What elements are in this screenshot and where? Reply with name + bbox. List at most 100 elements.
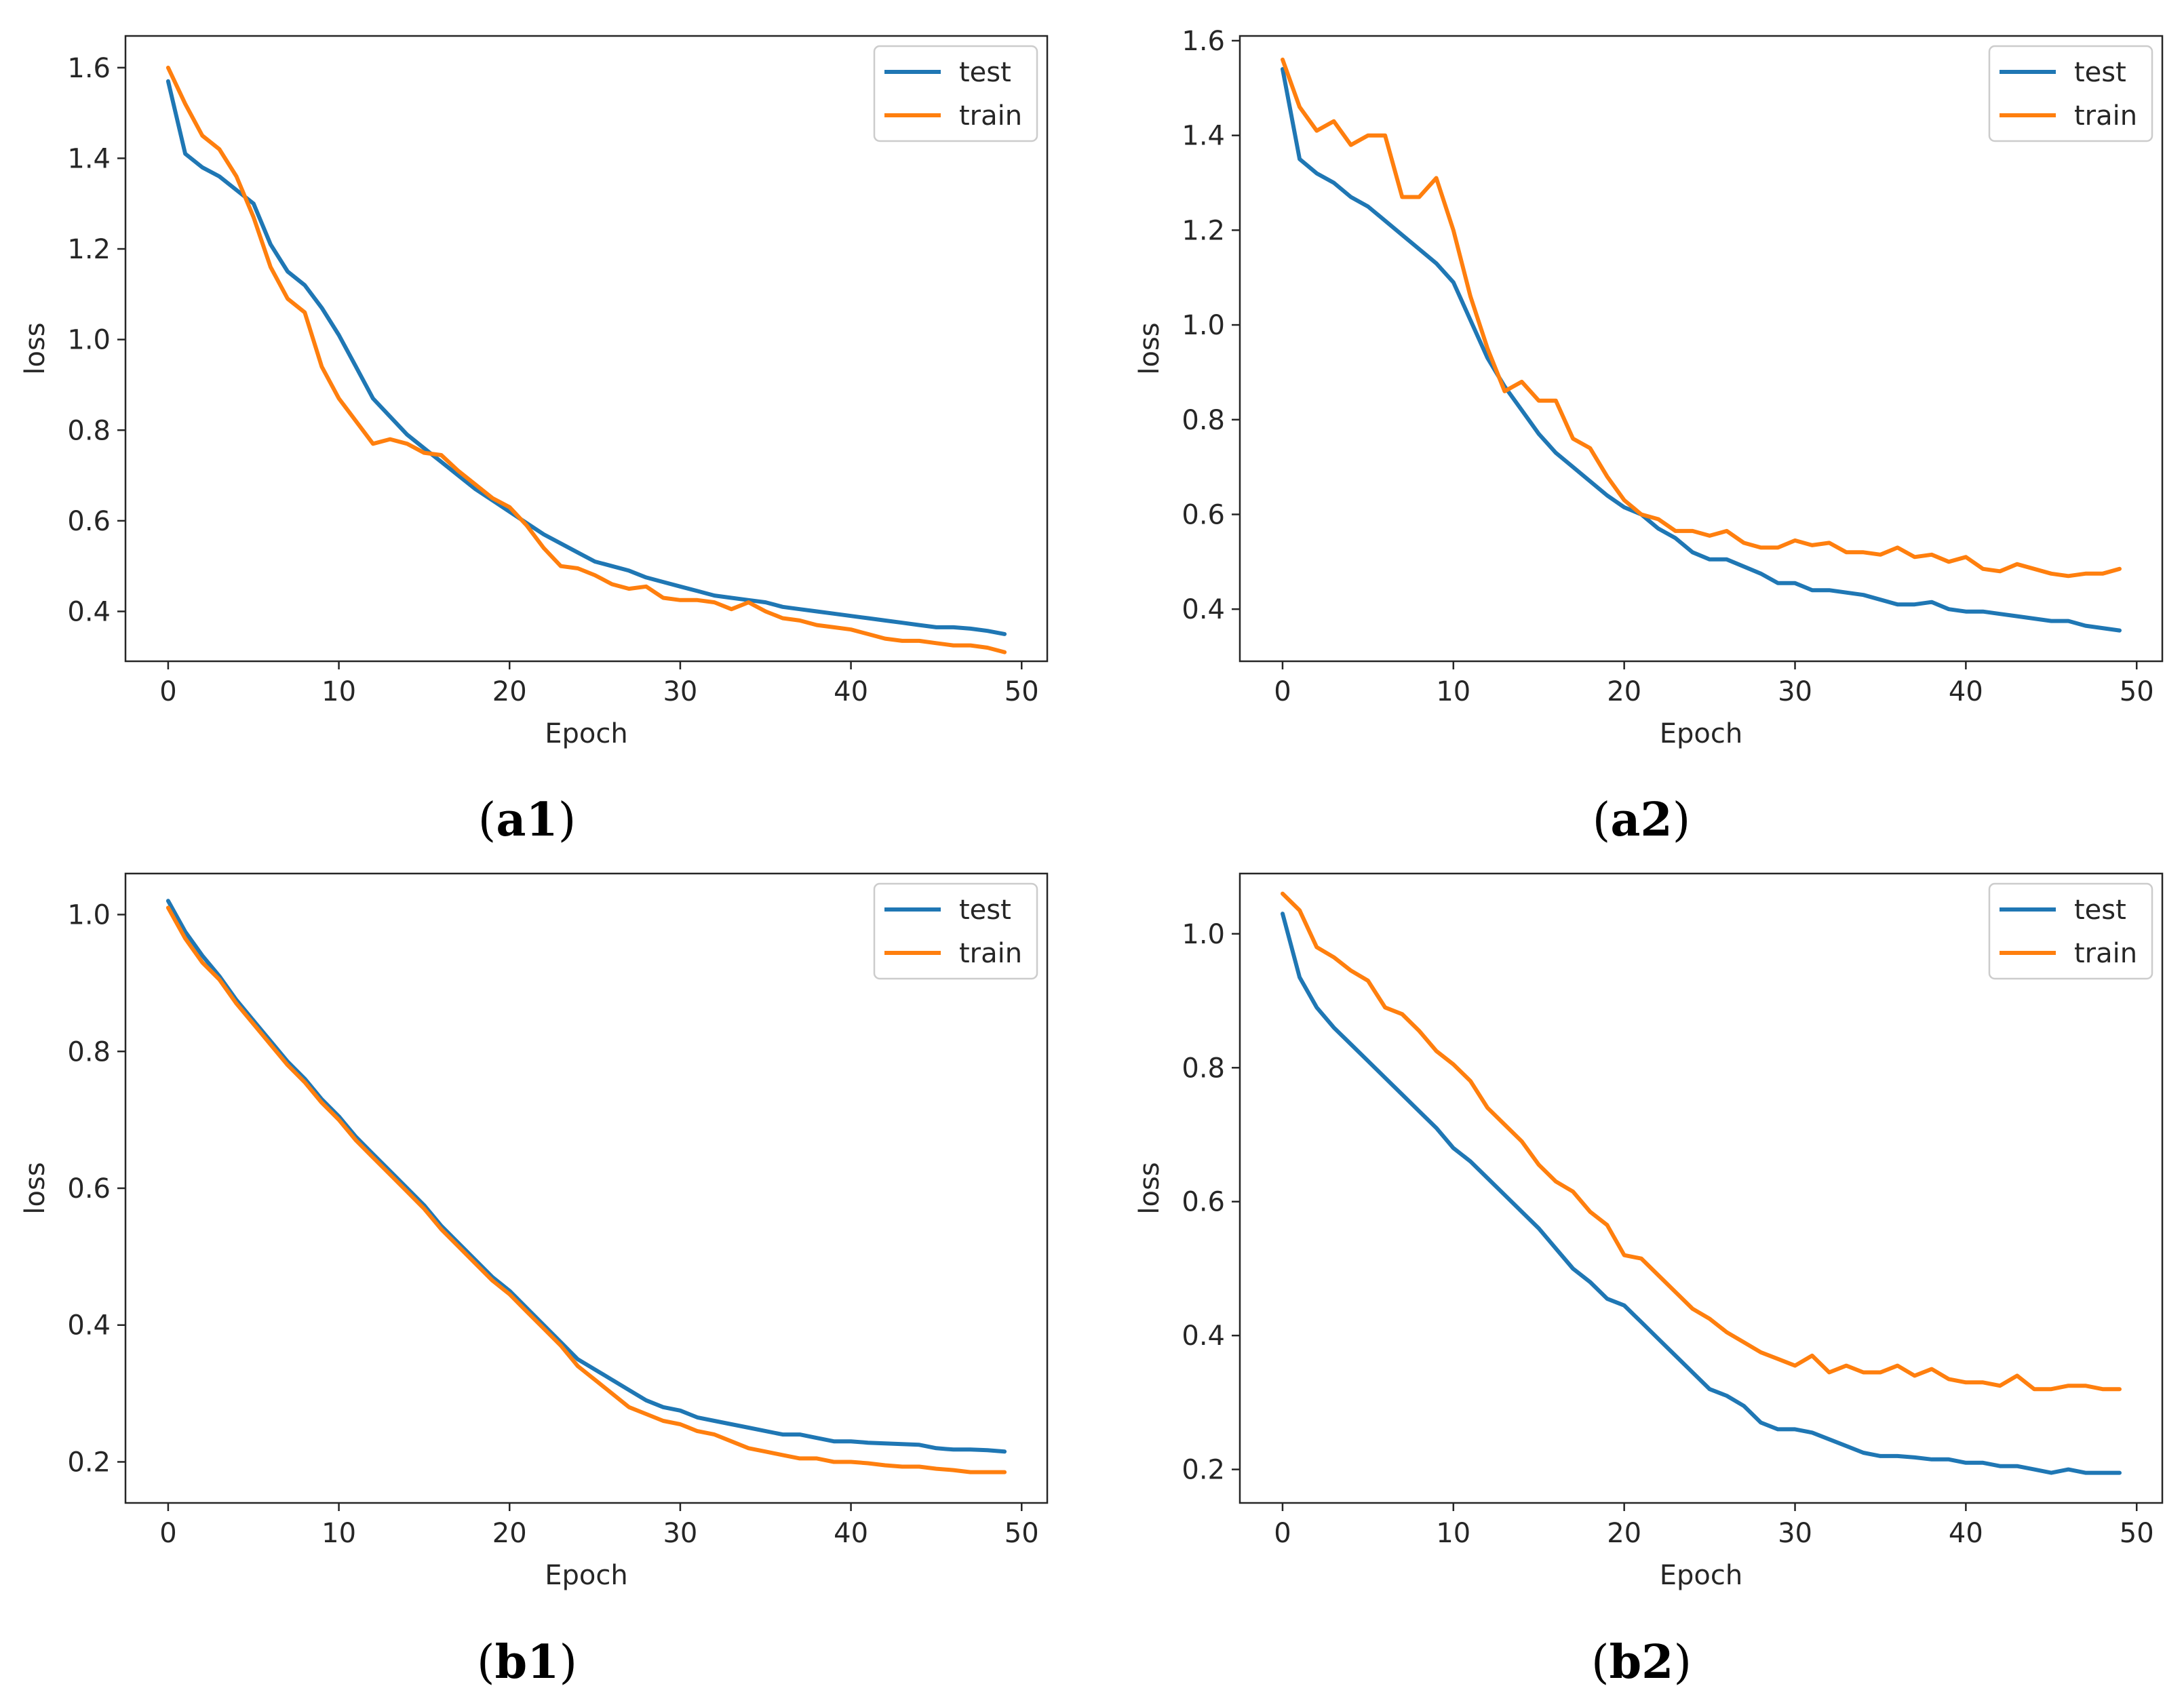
x-tick-label: 10 (1436, 676, 1470, 707)
x-axis: 0 10 20 30 40 50 (1274, 661, 2154, 707)
series-line-train (1281, 57, 2122, 579)
x-tick-label: 30 (1778, 1518, 1812, 1549)
caption-open-paren: ( (1593, 794, 1611, 847)
y-axis: 0.4 0.6 0.8 1.0 1.2 1.4 1.6 (67, 53, 125, 628)
y-axis: 0.2 0.4 0.6 0.8 1.0 (1182, 919, 1240, 1486)
x-tick-label: 40 (834, 1518, 868, 1549)
series-line-train (1281, 891, 2122, 1392)
x-axis-label: Epoch (1660, 1560, 1742, 1591)
y-tick-label: 0.8 (67, 415, 111, 446)
x-axis: 0 10 20 30 40 50 (1274, 1503, 2154, 1549)
x-tick-label: 0 (1274, 676, 1291, 707)
caption-close-paren: ) (559, 1636, 577, 1689)
y-axis: 0.2 0.4 0.6 0.8 1.0 (67, 900, 125, 1478)
caption-open-paren: ( (1591, 1636, 1610, 1689)
x-tick-label: 50 (1005, 1518, 1039, 1549)
plot-frame (1239, 35, 2164, 663)
plot-area (1239, 872, 2164, 1504)
panel-caption: (b1) (477, 1635, 577, 1689)
y-axis-label: loss (20, 1162, 51, 1214)
x-tick-label: 50 (2120, 676, 2154, 707)
y-tick-label: 1.2 (67, 234, 111, 265)
y-tick-label: 0.8 (1182, 1053, 1225, 1084)
caption-label: b2 (1610, 1635, 1674, 1689)
legend: test train (1988, 882, 2153, 980)
panel-caption: (b2) (1591, 1635, 1692, 1689)
x-tick-label: 30 (1778, 676, 1812, 707)
x-axis-label: Epoch (1660, 718, 1742, 749)
y-axis-label: loss (20, 322, 51, 374)
caption-open-paren: ( (477, 1636, 495, 1689)
plot-area (124, 872, 1049, 1504)
plot-area (124, 35, 1049, 663)
x-axis-label: Epoch (545, 1560, 627, 1591)
caption-open-paren: ( (478, 794, 496, 847)
y-tick-label: 0.8 (1182, 405, 1225, 436)
x-axis: 0 10 20 30 40 50 (159, 661, 1039, 707)
y-tick-label: 0.4 (1182, 594, 1225, 625)
series-line-train (165, 65, 1007, 654)
legend-label-train: train (2074, 938, 2137, 969)
x-tick-label: 50 (1005, 676, 1039, 707)
x-tick-label: 30 (663, 1518, 697, 1549)
plot-area (1239, 35, 2164, 663)
x-axis: 0 10 20 30 40 50 (159, 1503, 1039, 1549)
y-tick-label: 0.6 (1182, 1187, 1225, 1218)
x-tick-label: 20 (492, 1518, 527, 1549)
x-tick-label: 20 (1607, 676, 1641, 707)
legend-label-train: train (959, 100, 1022, 132)
x-tick-label: 30 (663, 676, 697, 707)
panel-caption: (a2) (1593, 793, 1690, 847)
x-tick-label: 0 (159, 1518, 176, 1549)
y-tick-label: 1.0 (1182, 310, 1225, 341)
y-tick-label: 0.2 (67, 1447, 111, 1478)
x-tick-label: 10 (321, 1518, 356, 1549)
y-tick-label: 0.6 (67, 506, 111, 537)
y-axis-label: loss (1134, 322, 1165, 374)
x-axis-label: Epoch (545, 718, 627, 749)
y-tick-label: 0.6 (67, 1173, 111, 1205)
y-tick-label: 0.6 (1182, 499, 1225, 530)
legend-label-test: test (959, 57, 1011, 88)
x-tick-label: 20 (1607, 1518, 1641, 1549)
y-tick-label: 1.0 (67, 900, 111, 931)
plot-frame (124, 35, 1049, 663)
caption-close-paren: ) (1673, 1636, 1692, 1689)
legend: test train (873, 45, 1038, 142)
y-tick-label: 1.2 (1182, 215, 1225, 246)
x-tick-label: 0 (1274, 1518, 1291, 1549)
caption-close-paren: ) (1673, 794, 1691, 847)
y-tick-label: 1.6 (1182, 26, 1225, 57)
series-line-test (165, 899, 1007, 1454)
series-line-test (165, 79, 1007, 636)
y-tick-label: 0.4 (1182, 1320, 1225, 1352)
y-tick-label: 0.2 (1182, 1455, 1225, 1486)
legend-label-train: train (2074, 100, 2137, 132)
panel-a2: 0.4 0.6 0.8 1.0 1.2 1.4 1.6 0 10 20 30 40 50 loss E… (1134, 26, 2164, 847)
y-tick-label: 1.0 (67, 325, 111, 356)
panel-a1: 0.4 0.6 0.8 1.0 1.2 1.4 1.6 0 10 20 30 40 50 loss E… (20, 35, 1049, 847)
y-tick-label: 1.4 (67, 143, 111, 174)
x-tick-label: 50 (2120, 1518, 2154, 1549)
caption-close-paren: ) (558, 794, 577, 847)
legend: test train (1988, 45, 2153, 142)
x-tick-label: 10 (321, 676, 356, 707)
legend-label-test: test (2074, 895, 2126, 926)
x-tick-label: 0 (159, 676, 176, 707)
y-tick-label: 1.6 (67, 53, 111, 84)
legend: test train (873, 882, 1038, 980)
panel-b1: 0.2 0.4 0.6 0.8 1.0 0 10 20 30 40 50 loss Epoch t… (20, 872, 1049, 1689)
y-tick-label: 0.4 (67, 597, 111, 628)
x-tick-label: 10 (1436, 1518, 1470, 1549)
y-tick-label: 1.0 (1182, 919, 1225, 950)
series-line-test (1281, 66, 2122, 633)
y-tick-label: 0.4 (67, 1310, 111, 1342)
series-line-train (165, 905, 1007, 1474)
x-tick-label: 40 (1949, 1518, 1983, 1549)
caption-label: a2 (1610, 793, 1672, 847)
plot-frame (1239, 872, 2164, 1504)
series-line-test (1281, 912, 2122, 1475)
x-tick-label: 40 (1949, 676, 1983, 707)
